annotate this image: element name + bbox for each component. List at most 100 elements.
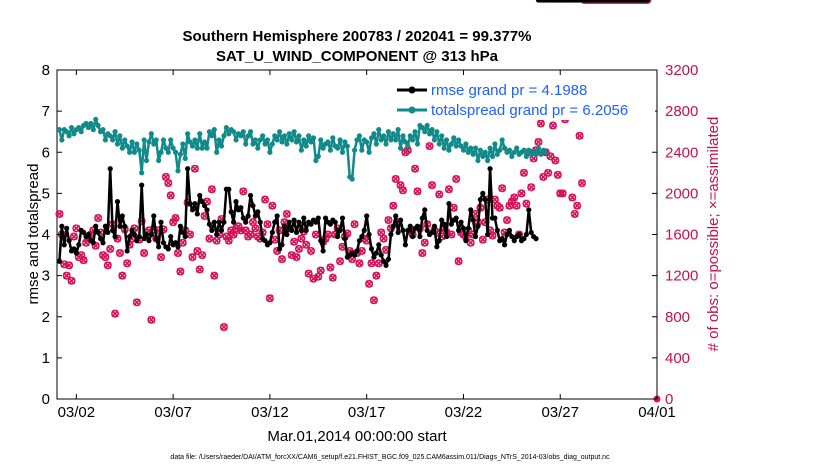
series-point-rmse [422,207,428,213]
obs-point [132,298,141,307]
series-point-rmse [429,229,435,236]
series-point-rmse [59,223,65,229]
series-point-rmse [272,219,278,225]
series-point-spread [359,147,365,153]
series-point-rmse [64,225,70,231]
obs-point [166,191,175,200]
obs-point [140,249,149,258]
series-point-spread [506,147,513,153]
series-point-spread [56,127,63,133]
series-point-spread [383,141,389,147]
series-point-rmse [301,215,307,221]
series-point-spread [83,120,89,127]
series-point-rmse [134,238,140,244]
series-point-spread [487,145,493,151]
series-point-spread [378,137,384,143]
series-point-spread [410,137,416,143]
series-point-rmse [487,166,493,172]
series-point-rmse [267,240,273,246]
series-point-rmse [296,219,302,225]
series-point-rmse [148,231,154,238]
series-point-spread [523,153,529,159]
y2-tick-label: 400 [665,350,690,367]
obs-point [587,0,596,4]
legend: rmse grand pr = 4.1988 totalspread grand… [393,78,655,120]
series-point-spread [373,141,379,147]
series-point-rmse [119,213,125,219]
series-point-spread [209,133,215,139]
series-point-spread [269,141,275,147]
series-point-rmse [192,201,198,207]
y-tick-label: 7 [42,103,50,120]
x-tick-label: 04/01 [638,404,676,421]
series-point-rmse [373,250,379,256]
obs-point [277,255,286,264]
obs-point [602,0,611,4]
obs-point [72,224,81,233]
series-point-spread [90,127,96,133]
series-point-spread [492,141,498,147]
series-point-rmse [276,246,283,252]
obs-point [619,0,628,4]
series-point-spread [158,149,164,155]
series-point-rmse [110,227,116,233]
series-point-spread [78,129,84,135]
series-point-spread [272,133,278,139]
series-point-spread [231,129,237,135]
series-point-rmse [129,227,135,233]
series-point-spread [199,145,205,151]
series-point-rmse [201,203,208,209]
series-point-spread [419,124,425,131]
series-point-spread [351,147,358,153]
series-point-rmse [209,227,215,233]
series-point-spread [443,137,450,143]
series-point-spread [197,131,203,137]
series-point-rmse [279,242,285,248]
series-point-rmse [56,258,63,264]
series-point-rmse [475,223,481,229]
series-point-rmse [274,213,280,219]
series-point-spread [526,147,532,153]
series-point-spread [172,149,179,155]
series-point-spread [156,157,162,164]
series-point-rmse [245,213,251,219]
obs-point [522,199,531,208]
series-point-spread [458,143,464,149]
series-point-spread [424,122,430,129]
obs-point [420,238,429,247]
y-tick-label: 2 [42,309,50,326]
obs-point [147,315,156,324]
series-point-spread [131,149,138,155]
series-point-spread [260,133,266,139]
series-point-rmse [218,227,225,233]
series-point-rmse [528,229,534,236]
obs-point [411,164,420,173]
obs-point [628,0,637,4]
obs-point [328,273,337,282]
series-point-spread [514,145,520,151]
obs-point [198,251,207,260]
series-point-rmse [112,233,118,240]
series-point-spread [538,151,544,157]
series-point-rmse [97,236,104,242]
series-point-spread [535,145,542,151]
series-point-spread [85,124,92,131]
series-point-rmse [85,231,92,238]
obs-point [367,259,376,268]
series-point-spread [214,149,220,155]
series-point-rmse [298,227,304,233]
obs-point [365,279,374,288]
obs-point [336,257,345,266]
series-point-rmse [356,238,363,244]
series-point-spread [422,129,428,135]
obs-point [590,0,599,4]
series-point-rmse [397,217,404,223]
series-point-spread [356,133,363,139]
series-point-spread [511,149,517,155]
obs-point [577,179,586,188]
series-point-spread [252,137,258,143]
series-point-rmse [231,219,237,225]
series-point-rmse [460,225,467,231]
y2-tick-label: 2800 [665,103,698,120]
